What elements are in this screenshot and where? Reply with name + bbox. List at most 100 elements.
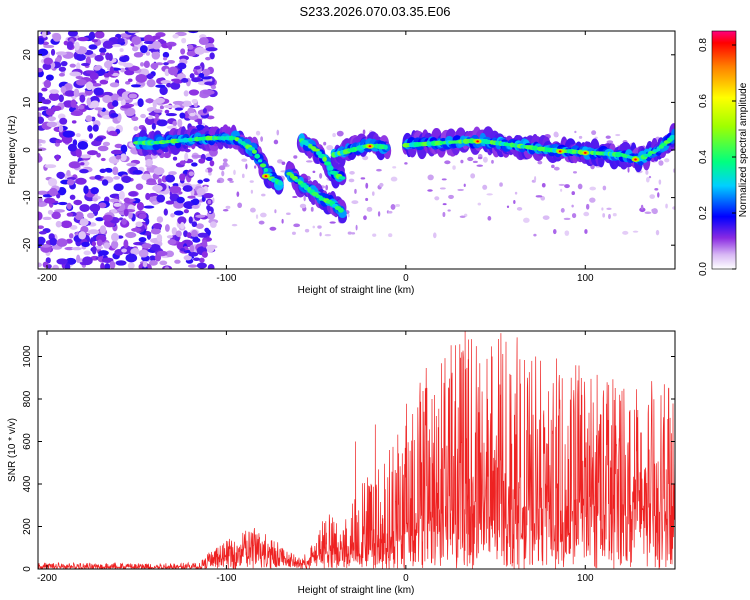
spectral-blob <box>179 160 186 165</box>
spectral-blob <box>64 90 76 97</box>
spectral-blob <box>442 203 447 206</box>
spectral-blob <box>259 163 267 168</box>
spectral-blob <box>87 229 100 235</box>
spectral-blob <box>442 212 446 217</box>
spectral-blob <box>338 207 344 213</box>
spectral-blob <box>523 217 530 223</box>
spectral-blob <box>94 54 104 62</box>
spectral-blob <box>157 178 162 185</box>
spectral-blob <box>366 206 373 212</box>
spectral-blob <box>591 130 597 136</box>
spectral-blob <box>195 124 205 131</box>
spectral-blob <box>564 230 570 236</box>
spectral-blob <box>155 84 166 88</box>
spectral-blob <box>56 238 68 247</box>
spectral-blob <box>347 213 350 218</box>
spectral-blob <box>305 160 313 163</box>
spectral-blob <box>338 176 346 180</box>
spectral-blob <box>209 160 215 167</box>
spectral-blob <box>66 169 71 177</box>
spectral-blob <box>349 170 355 175</box>
spectral-blob <box>99 225 107 235</box>
spectral-blob <box>181 78 189 83</box>
spectral-blob <box>602 213 606 218</box>
spectral-blob <box>197 232 209 238</box>
y-tick-label: 600 <box>22 433 33 450</box>
spectral-blob <box>109 82 120 88</box>
spectral-blob <box>96 239 103 247</box>
spectral-blob <box>138 213 147 220</box>
spectral-blob <box>363 215 367 221</box>
spectral-blob <box>560 207 565 213</box>
spectral-blob <box>354 188 357 194</box>
spectral-blob <box>42 63 52 70</box>
spectral-blob <box>664 158 670 163</box>
spectral-blob <box>80 162 85 166</box>
spectral-blob <box>180 48 186 55</box>
y-tick-label: 0 <box>22 147 33 153</box>
spectral-blob <box>457 188 464 192</box>
spectral-blob <box>222 161 228 167</box>
spectral-blob <box>132 46 139 52</box>
spectral-blob <box>130 84 141 88</box>
spectral-blob <box>205 156 213 161</box>
spectral-blob <box>202 89 215 95</box>
spectral-blob <box>105 168 113 173</box>
spectral-blob <box>86 97 92 106</box>
spectral-blob <box>94 31 105 39</box>
spectral-blob <box>143 205 155 209</box>
spectral-blob <box>377 211 381 217</box>
spectral-blob <box>131 116 139 122</box>
spectral-blob <box>218 165 226 171</box>
spectral-blob <box>204 227 210 233</box>
y-tick-label: 10 <box>22 96 33 108</box>
spectral-blob <box>140 113 146 119</box>
spectral-blob <box>55 154 60 162</box>
spectrogram-x-label: Height of straight line (km) <box>298 285 415 296</box>
spectral-blob <box>105 52 111 61</box>
spectral-blob <box>92 124 99 132</box>
spectral-blob <box>55 51 67 56</box>
spectral-blob <box>45 257 51 264</box>
spectral-blob <box>191 204 200 209</box>
spectral-blob <box>192 237 201 243</box>
colorbar-tick-label: 0.6 <box>698 94 709 108</box>
spectral-blob <box>439 187 446 190</box>
spectral-blob <box>574 130 577 134</box>
spectral-blob <box>38 92 43 98</box>
spectral-blob <box>159 86 168 96</box>
y-tick-label: -20 <box>22 238 33 253</box>
y-tick-label: 1000 <box>22 345 33 368</box>
spectral-blob <box>319 232 322 237</box>
spectral-blob <box>79 218 89 226</box>
spectral-blob <box>601 207 604 211</box>
spectral-blob <box>173 210 184 216</box>
spectral-blob <box>180 221 185 230</box>
spectral-blob <box>130 247 140 256</box>
spectral-blob <box>273 139 279 145</box>
spectral-blob <box>187 44 194 50</box>
spectral-blob <box>260 136 264 142</box>
spectral-blob <box>427 189 433 192</box>
spectral-blob <box>310 206 314 212</box>
spectral-blob <box>195 214 206 218</box>
spectral-blob <box>615 133 621 137</box>
spectral-blob <box>142 260 148 268</box>
spectral-blob <box>102 40 114 49</box>
spectral-blob <box>577 183 583 190</box>
spectral-blob <box>91 39 98 43</box>
snr-x-ticks: -200 -100 0 100 <box>37 331 594 584</box>
spectral-blob <box>113 176 120 180</box>
spectral-blob <box>156 216 164 223</box>
spectral-blob <box>74 41 80 51</box>
spectral-blob <box>77 36 90 42</box>
spectral-blob <box>112 100 119 107</box>
spectral-blob <box>67 31 79 37</box>
spectral-blob <box>181 37 187 44</box>
spectral-blob <box>172 156 178 161</box>
spectral-blob <box>163 62 169 66</box>
spectral-blob <box>139 62 145 67</box>
spectral-blob <box>162 51 170 59</box>
spectral-blob <box>41 87 48 92</box>
